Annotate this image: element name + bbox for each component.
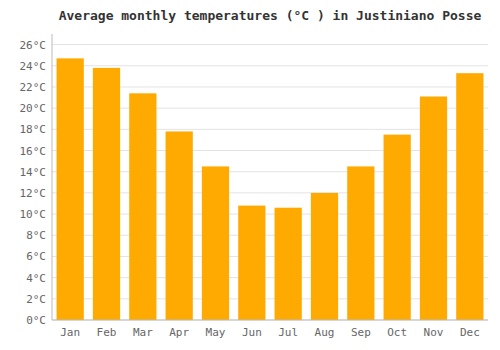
x-tick-label: Apr: [169, 326, 189, 339]
y-tick-label: 4°C: [26, 272, 46, 285]
x-tick-label: Oct: [387, 326, 407, 339]
x-tick-label: Sep: [351, 326, 371, 339]
bar: [347, 166, 374, 320]
y-tick-label: 20°C: [20, 102, 47, 115]
title: Average monthly temperatures (°C ) in Ju…: [59, 8, 482, 23]
y-tick-label: 24°C: [20, 60, 47, 73]
chart-container: Average monthly temperatures (°C ) in Ju…: [0, 0, 500, 350]
y-tick-label: 2°C: [26, 293, 46, 306]
y-tick-label: 18°C: [20, 123, 47, 136]
y-axis-line: [52, 34, 53, 320]
bar: [420, 96, 447, 320]
x-tick-label: Nov: [424, 326, 444, 339]
bar: [202, 166, 229, 320]
x-tick-label: Jan: [60, 326, 80, 339]
y-axis: 0°C 2°C 4°C 6°C 8°C 10°C 12°C 14°C 16°C 18°C 20°C 2…: [20, 34, 53, 327]
y-tick-label: 10°C: [20, 208, 47, 221]
bar: [129, 93, 156, 320]
chart: Average monthly temperatures (°C ) in Ju…: [0, 0, 500, 350]
y-tick-label: 8°C: [26, 229, 46, 242]
page: {"chart_data": {"type": "bar", "title": …: [0, 0, 500, 350]
y-tick-label: 26°C: [20, 39, 47, 52]
x-tick-label: Dec: [460, 326, 480, 339]
y-tick-label: 16°C: [20, 145, 47, 158]
bar: [57, 58, 84, 320]
grid-line: [52, 65, 488, 66]
bar: [166, 131, 193, 320]
x-tick-label: Jul: [278, 326, 298, 339]
y-tick-label: 22°C: [20, 81, 47, 94]
x-tick-label: May: [206, 326, 226, 339]
bar: [275, 208, 302, 320]
x-tick-label: Feb: [97, 326, 117, 339]
grid-line: [52, 44, 488, 45]
grid: [52, 45, 488, 320]
y-tick-label: 14°C: [20, 166, 47, 179]
x-tick-label: Jun: [242, 326, 262, 339]
grid-line: [52, 320, 488, 321]
bar: [456, 73, 483, 320]
y-tick-label: 0°C: [26, 314, 46, 327]
x-axis: Jan Feb Mar Apr May Jun Jul Aug Sep Oct Nov Dec: [52, 320, 488, 339]
bars: [57, 58, 484, 320]
y-tick-label: 6°C: [26, 250, 46, 263]
x-tick-label: Aug: [315, 326, 335, 339]
bar: [384, 135, 411, 320]
x-tick-label: Mar: [133, 326, 153, 339]
x-axis-line: [52, 320, 488, 321]
bar: [238, 206, 265, 320]
bar: [311, 193, 338, 320]
bar: [93, 68, 120, 320]
y-tick-label: 12°C: [20, 187, 47, 200]
